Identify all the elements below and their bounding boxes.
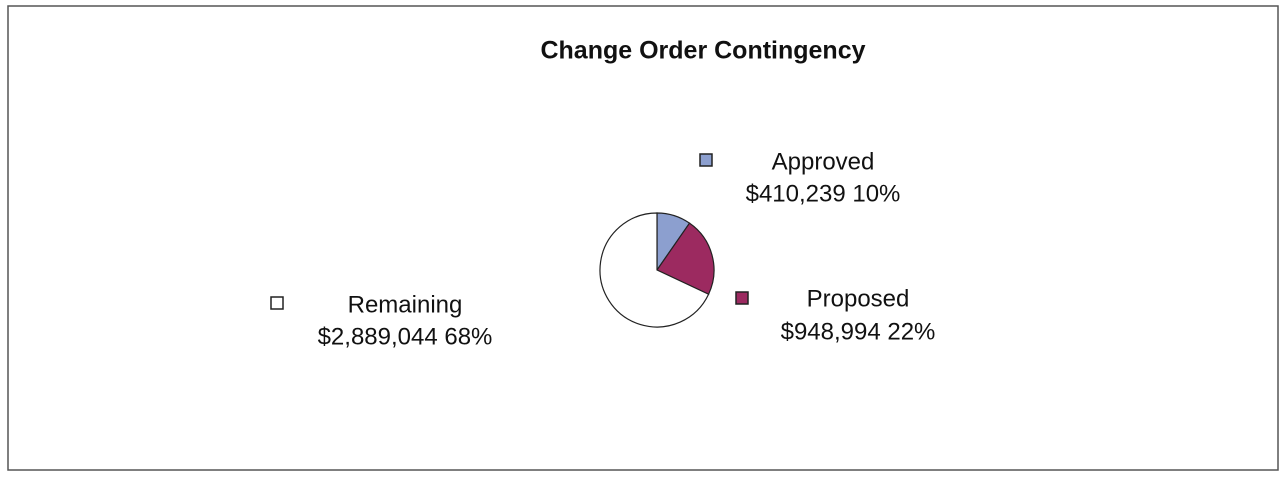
legend-marker	[699, 153, 713, 167]
chart-title: Change Order Contingency	[540, 37, 865, 65]
slice-label: Remaining	[348, 291, 463, 318]
slice-value-label: $2,889,044 68%	[318, 323, 493, 350]
pie-slice	[599, 212, 710, 328]
legend-marker	[735, 291, 749, 305]
slice-label: Proposed	[807, 285, 910, 312]
slice-value-label: $410,239 10%	[746, 180, 901, 207]
slice-value-label: $948,994 22%	[781, 318, 936, 345]
slice-label: Approved	[772, 148, 875, 175]
legend-marker	[270, 296, 284, 310]
